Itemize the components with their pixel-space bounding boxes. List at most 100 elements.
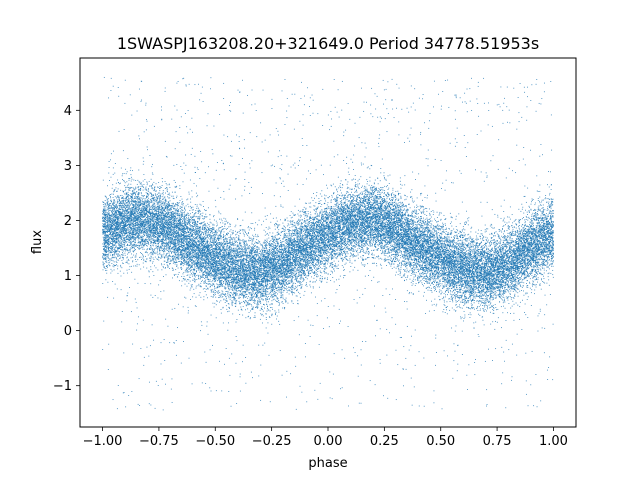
data-point	[476, 98, 478, 100]
data-point	[129, 225, 131, 227]
data-point	[281, 254, 282, 256]
data-point	[245, 258, 247, 260]
data-point	[243, 259, 244, 261]
data-point	[234, 259, 236, 261]
data-point	[254, 299, 256, 301]
data-point	[146, 200, 148, 202]
data-point	[532, 246, 534, 248]
data-point	[308, 236, 310, 238]
data-point	[202, 244, 204, 246]
data-point	[505, 177, 507, 179]
data-point	[510, 265, 512, 267]
data-point	[146, 227, 148, 229]
data-point	[371, 237, 373, 239]
data-point	[122, 230, 124, 232]
data-point	[253, 317, 255, 318]
data-point	[309, 241, 311, 243]
data-point	[476, 261, 478, 262]
data-point	[515, 290, 517, 292]
data-point	[202, 276, 203, 278]
data-point	[360, 162, 362, 164]
data-point	[209, 263, 211, 265]
data-point	[525, 236, 527, 238]
data-point	[150, 213, 152, 215]
data-point	[286, 117, 288, 119]
data-point	[252, 377, 253, 379]
data-point	[505, 244, 507, 246]
data-point	[319, 270, 321, 272]
data-point	[454, 284, 456, 286]
data-point	[226, 247, 228, 249]
data-point	[169, 200, 171, 202]
data-point	[291, 278, 293, 280]
data-point	[175, 203, 176, 205]
data-point	[524, 229, 526, 231]
data-point	[389, 174, 391, 176]
data-point	[402, 368, 404, 370]
data-point	[483, 240, 485, 241]
data-point	[450, 221, 452, 223]
data-point	[119, 229, 121, 231]
data-point	[354, 122, 356, 124]
data-point	[136, 191, 138, 193]
data-point	[291, 216, 293, 218]
data-point	[314, 245, 316, 246]
data-point	[120, 228, 122, 230]
data-point	[209, 258, 211, 260]
data-point	[135, 215, 137, 217]
data-point	[233, 298, 235, 300]
data-point	[314, 217, 315, 219]
data-point	[490, 259, 491, 261]
data-point	[258, 304, 260, 306]
data-point	[387, 220, 388, 222]
data-point	[461, 316, 463, 318]
data-point	[354, 242, 356, 244]
data-point	[531, 218, 532, 220]
data-point	[233, 254, 235, 256]
data-point	[500, 281, 502, 283]
data-point	[364, 228, 366, 230]
data-point	[215, 252, 217, 253]
data-point	[192, 131, 193, 133]
data-point	[316, 273, 318, 275]
data-point	[294, 230, 296, 232]
data-point	[194, 241, 196, 243]
data-point	[254, 252, 256, 253]
data-point	[342, 194, 344, 196]
data-point	[245, 277, 247, 279]
data-point	[445, 228, 447, 230]
data-point	[480, 242, 482, 244]
data-point	[517, 232, 519, 234]
data-point	[324, 278, 326, 280]
data-point	[525, 352, 527, 354]
data-point	[412, 273, 414, 275]
data-point	[154, 223, 156, 225]
data-point	[262, 247, 264, 249]
data-point	[470, 303, 472, 305]
data-point	[288, 235, 290, 237]
data-point	[434, 218, 436, 220]
data-point	[217, 237, 219, 239]
data-point	[490, 288, 492, 290]
data-point	[446, 306, 448, 308]
data-point	[106, 198, 108, 200]
data-point	[497, 317, 499, 319]
data-point	[178, 218, 180, 220]
data-point	[488, 102, 489, 104]
data-point	[369, 240, 371, 241]
data-point	[337, 223, 339, 225]
data-point	[542, 263, 544, 265]
data-point	[164, 209, 166, 211]
data-point	[136, 201, 137, 202]
data-point	[454, 269, 456, 271]
data-point	[368, 223, 370, 225]
data-point	[225, 278, 227, 280]
data-point	[202, 101, 204, 102]
data-point	[316, 243, 318, 245]
data-point	[162, 223, 164, 224]
data-point	[366, 215, 367, 217]
data-point	[314, 254, 316, 256]
data-point	[484, 292, 486, 293]
data-point	[430, 287, 432, 289]
data-point	[418, 351, 420, 353]
